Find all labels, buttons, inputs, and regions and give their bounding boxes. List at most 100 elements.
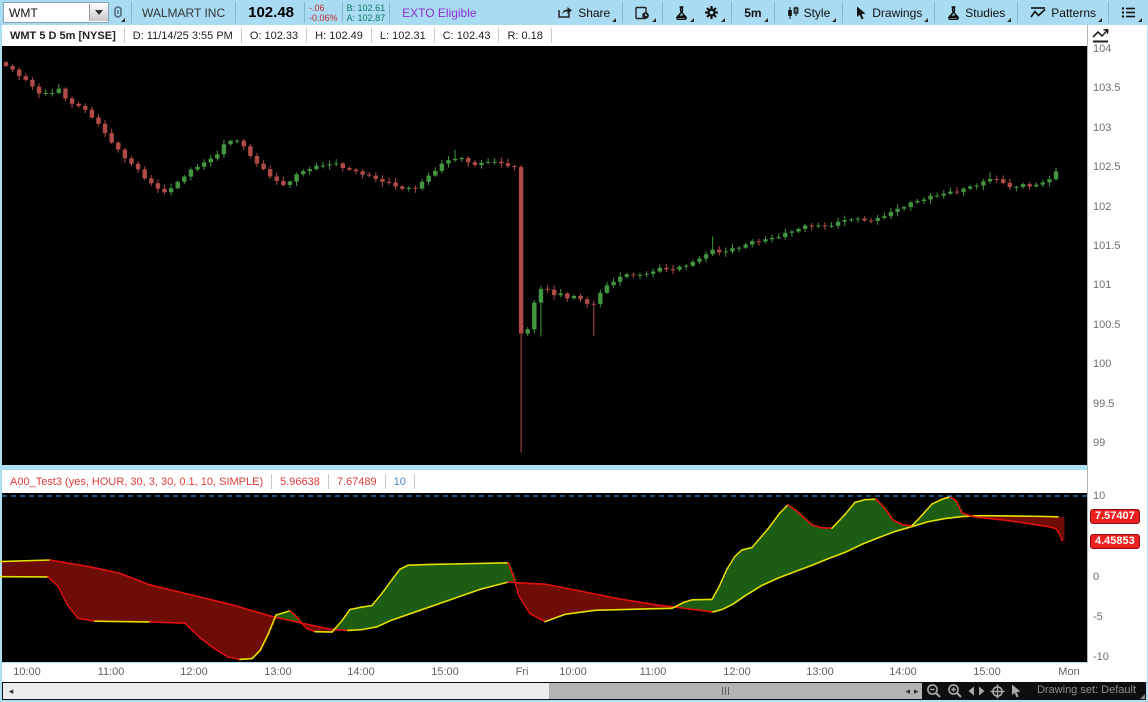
price-tick: 104 <box>1093 43 1112 55</box>
scrollbar-thumb[interactable] <box>549 683 902 699</box>
symbol-input[interactable]: WMT <box>3 2 109 23</box>
ohlc-open: O: 102.33 <box>242 28 308 43</box>
scroll-left-button[interactable]: ◂ <box>8 685 14 696</box>
studies-label: Studies <box>965 5 1006 20</box>
ohlc-close: C: 102.43 <box>435 28 500 43</box>
divider <box>1017 2 1019 23</box>
drawings-label: Drawings <box>872 5 923 20</box>
candlestick-chart[interactable] <box>2 46 1087 465</box>
time-tick: 10:00 <box>13 666 41 678</box>
time-tick: Mon <box>1058 666 1080 678</box>
chevron-down-icon <box>95 10 103 15</box>
divider <box>731 2 733 23</box>
study-tick: 10 <box>1093 490 1106 502</box>
symbol-dropdown-button[interactable] <box>89 4 108 21</box>
study-tick: 0 <box>1093 570 1100 583</box>
price-tick: 99 <box>1093 437 1106 449</box>
studies-button[interactable]: Studies <box>939 0 1013 25</box>
last-price: 102.48 <box>248 4 295 21</box>
ohlc-range: R: 0.18 <box>499 28 552 43</box>
price-tick: 101.5 <box>1093 240 1121 252</box>
ask-value: A: 102.87 <box>346 12 386 23</box>
style-button[interactable]: Style <box>779 0 839 25</box>
candlestick-chart-area[interactable] <box>2 46 1087 465</box>
study-value-1: 5.96638 <box>272 474 329 489</box>
flask-icon <box>948 5 960 20</box>
ohlc-high: H: 102.49 <box>307 28 372 43</box>
study-value-badge: 7.57407 <box>1090 509 1140 524</box>
time-tick: 14:00 <box>889 666 917 678</box>
chart-ohlc-header: WMT 5 D 5m [NYSE] D: 11/14/25 3:55 PM O:… <box>2 25 1146 46</box>
gear-icon <box>705 6 719 19</box>
time-tick: 12:00 <box>723 666 751 678</box>
time-tick: 13:00 <box>264 666 292 678</box>
scrollbar-track[interactable] <box>3 683 549 699</box>
change-percent: -0.06% <box>309 12 338 23</box>
timeframe-button[interactable]: 5m <box>736 0 769 25</box>
price-tick: 102 <box>1093 200 1112 213</box>
report-icon <box>635 6 650 19</box>
change-value: -.06 <box>309 2 325 13</box>
time-tick: 10:00 <box>559 666 587 678</box>
divider <box>773 2 775 23</box>
panel-resize-icon[interactable] <box>1092 28 1109 43</box>
drawing-set-expand-icon[interactable] <box>1140 694 1145 699</box>
patterns-icon <box>1030 7 1046 18</box>
patterns-label: Patterns <box>1051 5 1096 20</box>
price-tick: 101 <box>1093 279 1112 292</box>
time-tick: 11:00 <box>97 666 125 678</box>
time-tick: 12:00 <box>180 666 208 678</box>
study-value-badge: 4.45853 <box>1090 534 1140 549</box>
drawing-set-label[interactable]: Drawing set: Default <box>1036 684 1136 696</box>
pointer-tool-button[interactable] <box>1010 684 1022 698</box>
divider <box>662 2 664 23</box>
share-button[interactable]: Share <box>550 0 618 25</box>
time-tick: Fri <box>515 666 529 678</box>
study-value-3: 10 <box>386 474 415 489</box>
scroll-step-buttons[interactable]: ◂ ▸ <box>902 683 922 699</box>
share-label: Share <box>578 5 611 20</box>
drawings-button[interactable]: Drawings <box>847 0 930 25</box>
divider <box>1108 2 1109 23</box>
price-tick: 99.5 <box>1093 397 1115 410</box>
study-value-2: 7.67489 <box>329 474 386 489</box>
patterns-button[interactable]: Patterns <box>1022 0 1104 25</box>
bid-ask: B: 102.61 A: 102.87 <box>347 3 386 23</box>
price-tick: 103.5 <box>1093 82 1121 95</box>
time-tick: 15:00 <box>973 666 1001 678</box>
divider <box>235 2 237 23</box>
time-axis[interactable]: 10:00 11:00 12:00 13:00 14:00 15:00 Fri 10:00 11… <box>2 663 1146 682</box>
symbol-value: WMT <box>9 5 38 20</box>
ohlc-date: D: 11/14/25 3:55 PM <box>125 28 242 43</box>
price-axis[interactable]: 104 103.5 103 102.5 102 101.5 101 100.5 100 99.5 9… <box>1087 25 1147 681</box>
study-cloud-chart[interactable] <box>0 493 1087 662</box>
report-button[interactable] <box>627 0 658 25</box>
exto-eligible-label: EXTO Eligible <box>402 5 477 20</box>
chart-menu-button[interactable] <box>1113 0 1144 25</box>
settings-button[interactable] <box>696 0 727 25</box>
divider <box>622 2 624 23</box>
menu-list-icon <box>1121 7 1135 18</box>
price-tick: 102.5 <box>1093 161 1121 174</box>
divider <box>389 2 391 23</box>
chart-link-button[interactable] <box>109 0 127 25</box>
study-panel-area[interactable] <box>0 493 1087 662</box>
zoom-in-button[interactable] <box>947 683 963 699</box>
price-tick: 100 <box>1093 358 1112 371</box>
top-toolbar: WMT WALMART INC 102.48 -.06 -0.06% B: 10… <box>0 0 1148 25</box>
price-tick: 103 <box>1093 121 1112 134</box>
zoom-out-button[interactable] <box>926 683 942 699</box>
study-title[interactable]: A00_Test3 (yes, HOUR, 30, 3, 30, 0.1, 10… <box>2 474 273 489</box>
study-tick: -5 <box>1093 610 1103 623</box>
flask-icon <box>676 5 688 20</box>
study-tick: -10 <box>1093 651 1109 663</box>
link-icon <box>114 6 122 18</box>
ohlc-low: L: 102.31 <box>372 28 435 43</box>
price-tick: 100.5 <box>1093 318 1121 331</box>
pan-horizontal-button[interactable] <box>968 685 985 697</box>
time-tick: 11:00 <box>639 666 667 678</box>
analyze-button[interactable] <box>667 0 696 25</box>
crosshair-button[interactable] <box>990 684 1005 699</box>
divider <box>341 2 343 23</box>
bid-value: B: 102.61 <box>346 2 386 13</box>
